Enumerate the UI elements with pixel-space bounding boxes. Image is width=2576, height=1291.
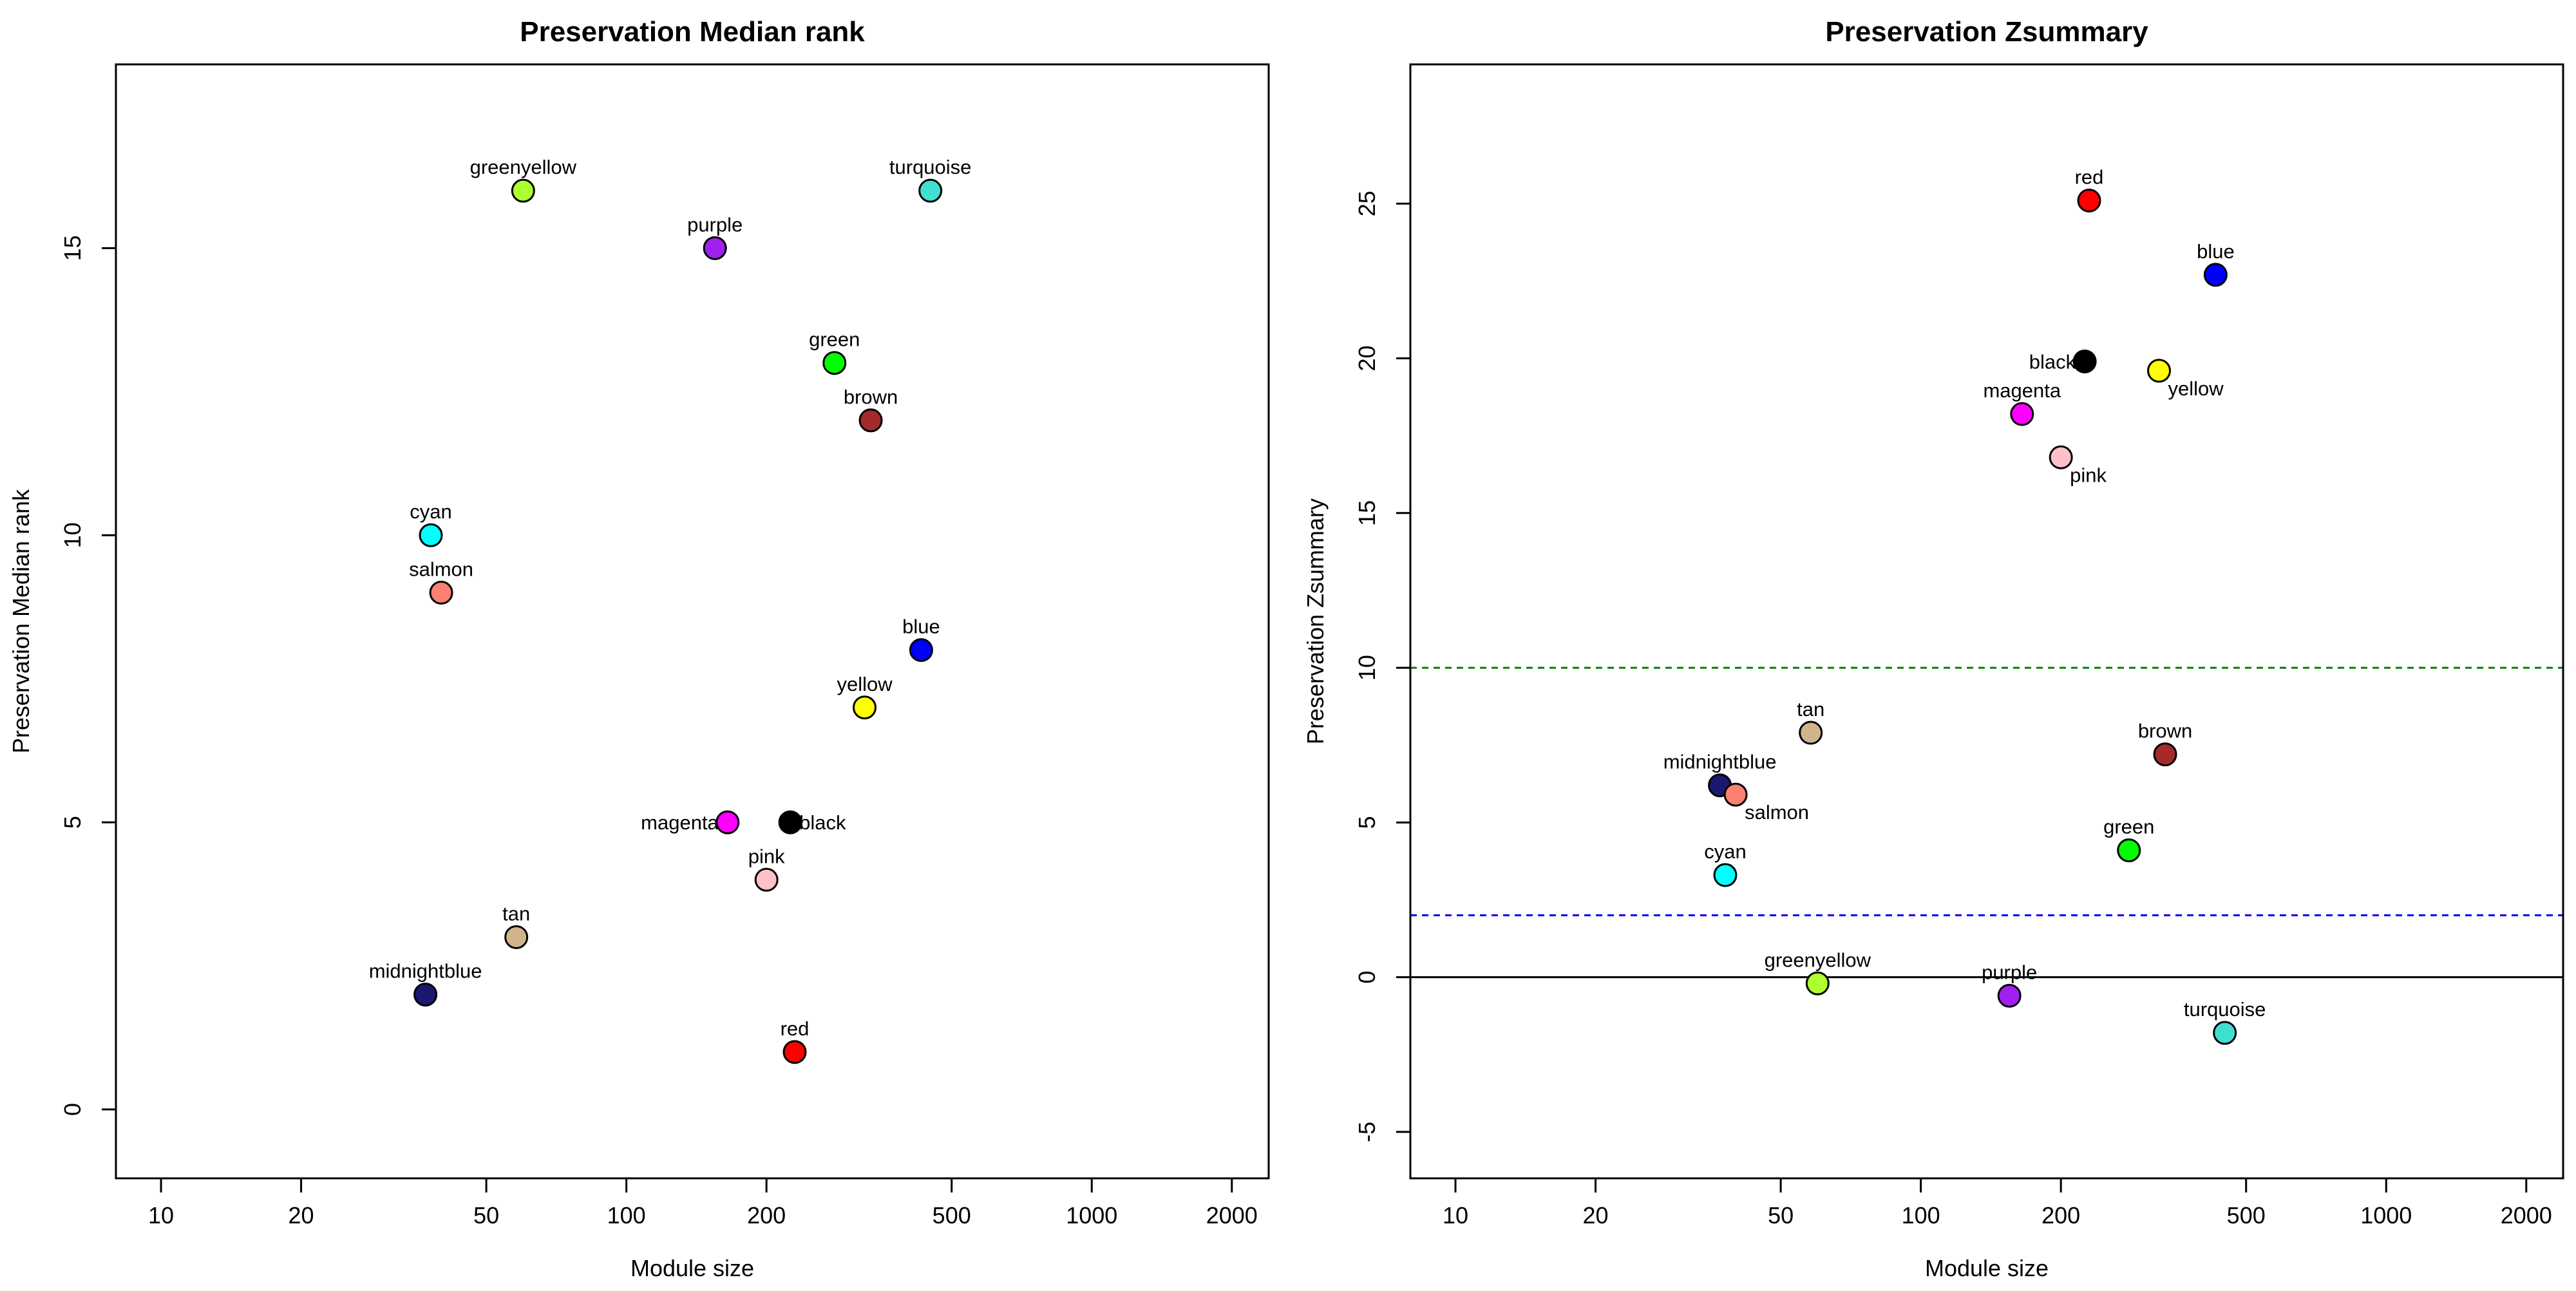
data-point xyxy=(909,638,933,663)
data-point xyxy=(413,983,438,1007)
point-label: red xyxy=(781,1017,810,1040)
point-label: green xyxy=(809,328,860,351)
data-point xyxy=(504,925,529,949)
data-point xyxy=(511,178,535,203)
point-label: turquoise xyxy=(889,156,972,178)
x-tick-label: 20 xyxy=(289,1202,314,1229)
y-axis-label: Preservation Zsummary xyxy=(1302,498,1329,744)
point-label: brown xyxy=(2138,720,2192,742)
point-label: greenyellow xyxy=(1765,948,1871,971)
data-point xyxy=(754,867,779,892)
data-point xyxy=(2049,445,2073,469)
data-point xyxy=(782,1040,807,1064)
data-point xyxy=(2213,1021,2237,1045)
x-tick-label: 200 xyxy=(2041,1202,2080,1229)
point-label: cyan xyxy=(410,500,451,523)
point-label: midnightblue xyxy=(369,960,482,983)
y-tick-label: 15 xyxy=(1354,500,1380,526)
x-tick-label: 2000 xyxy=(1206,1202,1258,1229)
point-label: black xyxy=(799,811,846,834)
point-label: yellow xyxy=(837,673,893,695)
data-point xyxy=(1805,971,1830,995)
y-tick-label: 0 xyxy=(59,1103,86,1116)
y-tick-label: 10 xyxy=(1354,655,1380,681)
data-point xyxy=(2117,838,2141,863)
point-label: pink xyxy=(2070,464,2107,486)
data-point xyxy=(2147,359,2172,383)
data-point xyxy=(822,351,847,375)
x-tick-label: 1000 xyxy=(1066,1202,1117,1229)
plot-frame xyxy=(1409,63,2564,1180)
data-point xyxy=(1723,782,1748,807)
point-label: purple xyxy=(687,213,743,236)
y-tick-label: 20 xyxy=(1354,346,1380,372)
point-label: magenta xyxy=(1983,379,2061,402)
data-point xyxy=(1997,983,2022,1008)
y-tick-label: 10 xyxy=(59,522,86,548)
x-axis-label: Module size xyxy=(630,1255,754,1281)
data-point xyxy=(1799,721,1823,745)
x-tick-label: 50 xyxy=(473,1202,499,1229)
data-point xyxy=(419,523,443,547)
point-label: black xyxy=(2029,350,2076,373)
x-tick-label: 2000 xyxy=(2501,1202,2552,1229)
point-label: midnightblue xyxy=(1663,751,1777,773)
data-point xyxy=(2153,742,2177,767)
point-label: yellow xyxy=(2168,377,2224,400)
data-point xyxy=(2010,402,2034,426)
point-label: purple xyxy=(1982,961,2037,983)
point-label: green xyxy=(2103,816,2154,838)
data-point xyxy=(918,178,943,203)
data-point xyxy=(429,580,453,605)
y-tick-label: 25 xyxy=(1354,191,1380,216)
y-tick-label: 5 xyxy=(59,816,86,829)
data-point xyxy=(853,695,877,720)
x-tick-label: 10 xyxy=(1443,1202,1468,1229)
chart-title: Preservation Zsummary xyxy=(1825,16,2148,48)
y-axis-label: Preservation Median rank xyxy=(8,489,34,753)
x-tick-label: 10 xyxy=(148,1202,174,1229)
x-tick-label: 100 xyxy=(607,1202,646,1229)
point-label: salmon xyxy=(1745,801,1809,824)
data-point xyxy=(858,408,883,433)
y-tick-label: 5 xyxy=(1354,816,1380,829)
point-label: blue xyxy=(2197,240,2235,263)
y-tick-label: 0 xyxy=(1354,971,1380,984)
chart-title: Preservation Median rank xyxy=(520,16,865,48)
data-point xyxy=(1713,863,1738,887)
point-label: red xyxy=(2075,165,2104,188)
point-label: salmon xyxy=(409,558,473,580)
point-label: tan xyxy=(502,902,530,925)
data-point xyxy=(715,810,740,834)
point-label: blue xyxy=(902,616,940,638)
x-tick-label: 50 xyxy=(1768,1202,1794,1229)
data-point xyxy=(703,236,727,260)
data-point xyxy=(2077,188,2101,212)
point-label: brown xyxy=(844,386,898,408)
point-label: pink xyxy=(748,845,785,867)
point-label: greenyellow xyxy=(470,156,577,178)
y-tick-label: 15 xyxy=(59,235,86,261)
point-label: turquoise xyxy=(2184,998,2266,1021)
y-tick-label: -5 xyxy=(1354,1122,1380,1142)
point-label: cyan xyxy=(1704,840,1746,863)
x-tick-label: 1000 xyxy=(2360,1202,2412,1229)
x-axis-label: Module size xyxy=(1925,1255,2049,1281)
x-tick-label: 20 xyxy=(1583,1202,1609,1229)
data-point xyxy=(778,810,802,834)
point-label: tan xyxy=(1797,698,1824,721)
data-point xyxy=(2072,349,2097,373)
x-tick-label: 200 xyxy=(747,1202,786,1229)
plot-frame xyxy=(115,63,1270,1180)
x-tick-label: 100 xyxy=(1902,1202,1940,1229)
x-tick-label: 500 xyxy=(2227,1202,2266,1229)
point-label: magenta xyxy=(641,811,719,834)
data-point xyxy=(2203,263,2228,287)
x-tick-label: 500 xyxy=(933,1202,971,1229)
